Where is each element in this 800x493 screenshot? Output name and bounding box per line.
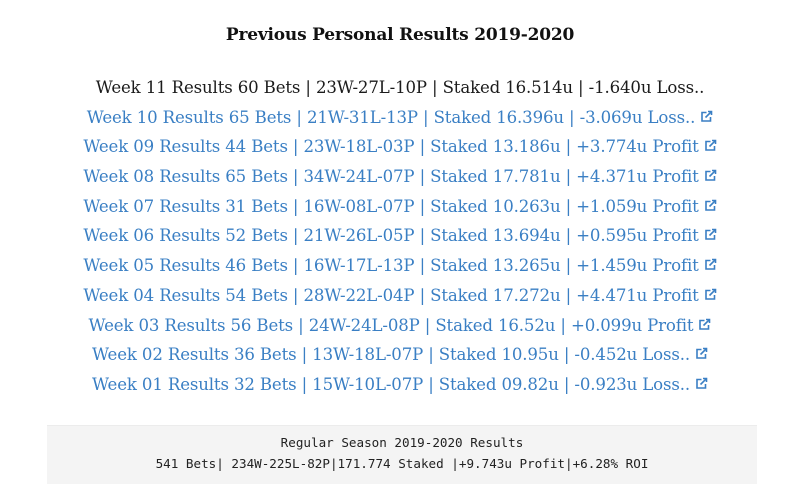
weekly-results-list: Week 11 Results 60 Bets | 23W-27L-10P | … bbox=[0, 73, 800, 400]
result-text: Week 06 Results 52 Bets | 21W-26L-05P | … bbox=[83, 226, 699, 246]
result-text: Week 05 Results 46 Bets | 16W-17L-13P | … bbox=[83, 256, 699, 276]
result-row-week-10: Week 10 Results 65 Bets | 21W-31L-13P | … bbox=[0, 103, 800, 133]
summary-heading: Regular Season 2019-2020 Results bbox=[280, 435, 524, 450]
external-link-icon bbox=[694, 377, 708, 391]
result-text: Week 04 Results 54 Bets | 28W-22L-04P | … bbox=[83, 285, 699, 305]
result-row-week-08: Week 08 Results 65 Bets | 34W-24L-07P | … bbox=[0, 162, 800, 192]
result-row-week-01: Week 01 Results 32 Bets | 15W-10L-07P | … bbox=[0, 370, 800, 400]
result-link-week-01[interactable]: Week 01 Results 32 Bets | 15W-10L-07P | … bbox=[92, 375, 708, 394]
result-text: Week 11 Results 60 Bets | 23W-27L-10P | … bbox=[95, 78, 705, 97]
result-row-week-07: Week 07 Results 31 Bets | 16W-08L-07P | … bbox=[0, 192, 800, 222]
result-text: Week 01 Results 32 Bets | 15W-10L-07P | … bbox=[92, 374, 690, 394]
result-text: Week 09 Results 44 Bets | 23W-18L-03P | … bbox=[83, 137, 699, 157]
season-summary-box: Regular Season 2019-2020 Results 541 Bet… bbox=[47, 425, 757, 484]
result-text: Week 03 Results 56 Bets | 24W-24L-08P | … bbox=[88, 315, 694, 335]
result-row-week-06: Week 06 Results 52 Bets | 21W-26L-05P | … bbox=[0, 221, 800, 251]
external-link-icon bbox=[703, 288, 717, 302]
external-link-icon bbox=[703, 139, 717, 153]
result-link-week-10[interactable]: Week 10 Results 65 Bets | 21W-31L-13P | … bbox=[87, 108, 713, 127]
external-link-icon bbox=[694, 347, 708, 361]
result-link-week-07[interactable]: Week 07 Results 31 Bets | 16W-08L-07P | … bbox=[83, 197, 716, 216]
result-row-week-05: Week 05 Results 46 Bets | 16W-17L-13P | … bbox=[0, 251, 800, 281]
summary-stats: 541 Bets| 234W-225L-82P|171.774 Staked |… bbox=[155, 456, 649, 471]
external-link-icon bbox=[703, 258, 717, 272]
external-link-icon bbox=[703, 199, 717, 213]
page-title: Previous Personal Results 2019-2020 bbox=[225, 25, 575, 46]
result-row-week-09: Week 09 Results 44 Bets | 23W-18L-03P | … bbox=[0, 132, 800, 162]
external-link-icon bbox=[703, 228, 717, 242]
result-text: Week 10 Results 65 Bets | 21W-31L-13P | … bbox=[86, 107, 696, 127]
result-link-week-05[interactable]: Week 05 Results 46 Bets | 16W-17L-13P | … bbox=[83, 256, 716, 275]
result-row-week-04: Week 04 Results 54 Bets | 28W-22L-04P | … bbox=[0, 281, 800, 311]
result-link-week-04[interactable]: Week 04 Results 54 Bets | 28W-22L-04P | … bbox=[83, 286, 716, 305]
result-row-week-02: Week 02 Results 36 Bets | 13W-18L-07P | … bbox=[0, 340, 800, 370]
result-link-week-03[interactable]: Week 03 Results 56 Bets | 24W-24L-08P | … bbox=[89, 316, 712, 335]
result-link-week-06[interactable]: Week 06 Results 52 Bets | 21W-26L-05P | … bbox=[83, 226, 716, 245]
external-link-icon bbox=[697, 318, 711, 332]
external-link-icon bbox=[703, 169, 717, 183]
result-row-week-11: Week 11 Results 60 Bets | 23W-27L-10P | … bbox=[0, 73, 800, 103]
result-text: Week 08 Results 65 Bets | 34W-24L-07P | … bbox=[83, 167, 699, 187]
result-text: Week 07 Results 31 Bets | 16W-08L-07P | … bbox=[83, 196, 699, 216]
external-link-icon bbox=[699, 110, 713, 124]
result-link-week-09[interactable]: Week 09 Results 44 Bets | 23W-18L-03P | … bbox=[83, 137, 716, 156]
result-link-week-02[interactable]: Week 02 Results 36 Bets | 13W-18L-07P | … bbox=[92, 345, 708, 364]
result-row-week-03: Week 03 Results 56 Bets | 24W-24L-08P | … bbox=[0, 311, 800, 341]
result-link-week-08[interactable]: Week 08 Results 65 Bets | 34W-24L-07P | … bbox=[83, 167, 716, 186]
result-text: Week 02 Results 36 Bets | 13W-18L-07P | … bbox=[92, 345, 690, 365]
